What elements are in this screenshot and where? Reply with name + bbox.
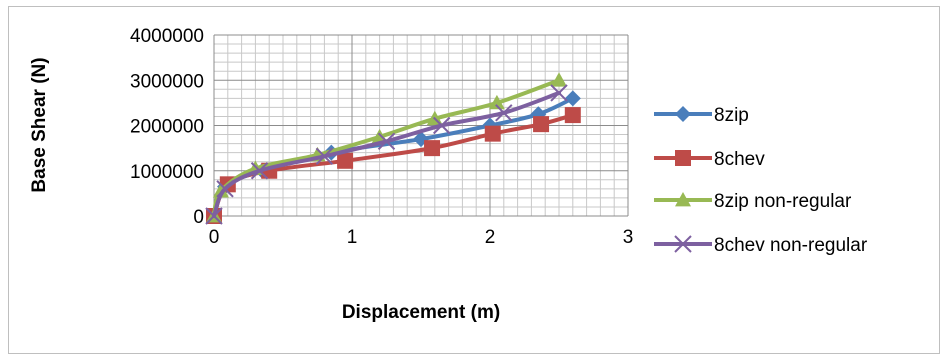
x-axis-title: Displacement (m) bbox=[342, 302, 500, 323]
data-point bbox=[424, 140, 441, 157]
x-tick-label: 1 bbox=[347, 227, 358, 248]
data-point bbox=[488, 94, 505, 110]
legend-marker bbox=[675, 192, 691, 207]
tick-labels: 0 1 2 3 0 1000000 2000000 3000000 4000000 bbox=[130, 26, 633, 248]
legend-marker bbox=[675, 106, 691, 122]
data-point bbox=[205, 207, 223, 225]
data-point bbox=[212, 183, 229, 198]
legend-label: 8chev non-regular bbox=[714, 235, 868, 256]
y-tick-label: 0 bbox=[193, 207, 204, 228]
legend: 8zip 8chev 8zip non-regular 8chev non-regul… bbox=[654, 105, 868, 256]
x-tick-label: 3 bbox=[623, 227, 634, 248]
legend-label: 8zip bbox=[714, 105, 749, 126]
legend-item: 8zip bbox=[654, 105, 749, 126]
series-8chev-non-regular bbox=[205, 84, 568, 225]
y-tick-label: 4000000 bbox=[130, 26, 204, 47]
series-8zip-non-regular bbox=[206, 72, 567, 223]
y-tick-label: 3000000 bbox=[130, 71, 204, 92]
series-layer bbox=[205, 72, 581, 225]
data-point bbox=[377, 132, 396, 151]
series-line bbox=[212, 78, 561, 218]
data-point bbox=[564, 90, 581, 107]
data-point bbox=[495, 104, 513, 122]
y-axis-title: Base Shear (N) bbox=[29, 57, 50, 192]
data-point bbox=[533, 116, 550, 133]
legend-marker bbox=[674, 235, 692, 253]
plot-grid bbox=[214, 34, 629, 216]
x-tick-label: 0 bbox=[209, 227, 220, 248]
data-point bbox=[315, 147, 334, 165]
legend-item: 8zip non-regular bbox=[654, 191, 852, 212]
data-point bbox=[337, 152, 354, 169]
legend-item: 8chev bbox=[654, 149, 765, 170]
x-tick-label: 2 bbox=[485, 227, 496, 248]
data-point bbox=[250, 162, 269, 180]
legend-label: 8zip non-regular bbox=[714, 191, 852, 212]
axes bbox=[213, 35, 628, 217]
data-point bbox=[550, 84, 568, 102]
data-point bbox=[564, 107, 581, 124]
legend-item: 8chev non-regular bbox=[654, 235, 868, 256]
data-point bbox=[432, 116, 451, 135]
legend-label: 8chev bbox=[714, 149, 765, 170]
data-point bbox=[216, 180, 234, 198]
y-tick-label: 1000000 bbox=[130, 162, 204, 183]
data-point bbox=[551, 72, 567, 87]
data-point bbox=[484, 125, 501, 142]
y-tick-label: 2000000 bbox=[130, 117, 204, 138]
legend-marker bbox=[675, 150, 691, 166]
